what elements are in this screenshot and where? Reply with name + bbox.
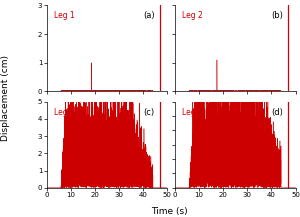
Text: Leg 3: Leg 3: [54, 108, 75, 117]
Text: (c): (c): [143, 108, 154, 117]
Text: Time (s): Time (s): [151, 207, 188, 216]
Text: Displacement (cm): Displacement (cm): [2, 55, 10, 141]
Text: Leg 2: Leg 2: [182, 12, 202, 20]
Text: Leg 1: Leg 1: [54, 12, 74, 20]
Text: (b): (b): [271, 12, 283, 20]
Text: (a): (a): [143, 12, 155, 20]
Text: (d): (d): [271, 108, 283, 117]
Text: Leg 4: Leg 4: [182, 108, 203, 117]
